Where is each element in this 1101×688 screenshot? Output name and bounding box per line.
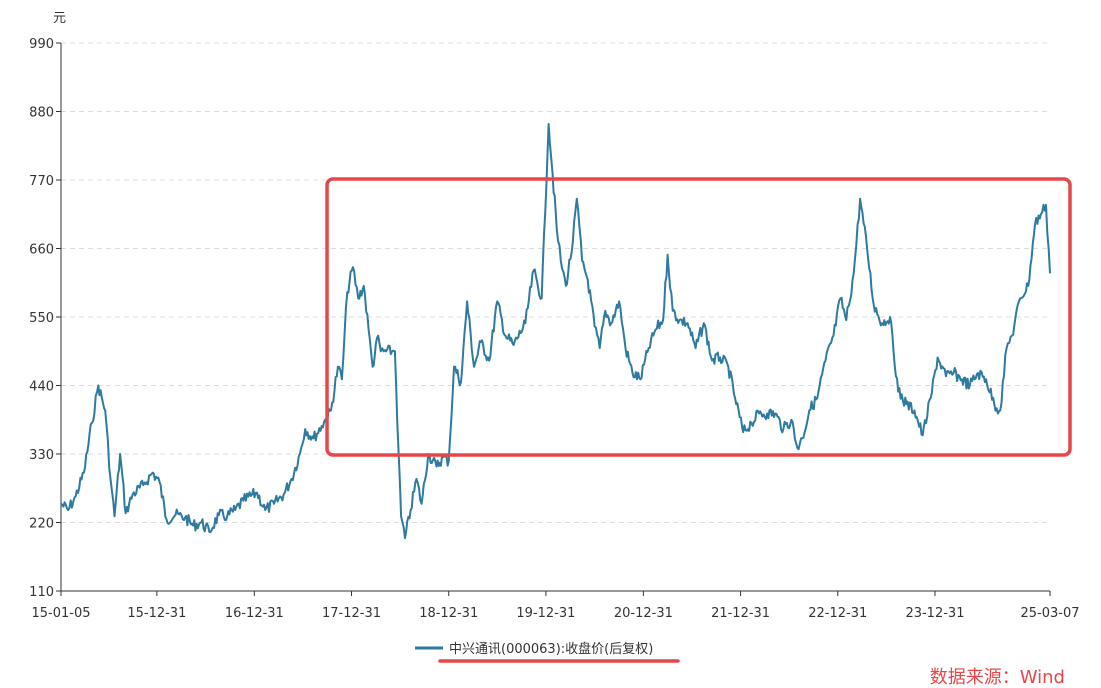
data-source-label: 数据来源：Wind	[930, 667, 1065, 688]
y-tick-label-220: 220	[29, 517, 54, 532]
x-tick-label-2: 16-12-31	[225, 606, 284, 621]
y-axis-unit: 元	[53, 11, 66, 26]
y-tick-label-990: 990	[29, 37, 54, 52]
highlight-box-layer	[325, 177, 1072, 457]
x-tick-label-6: 20-12-31	[614, 606, 673, 621]
highlight-box	[325, 177, 1072, 457]
x-tick-label-3: 17-12-31	[322, 606, 381, 621]
x-tick-label-7: 21-12-31	[711, 606, 770, 621]
y-tick-label-770: 770	[29, 174, 54, 189]
axes: 110 220 330 440 550 660 770 880 990 15-01-05 15-12…	[29, 37, 1079, 621]
y-tick-label-880: 880	[29, 106, 54, 121]
legend[interactable]: 中兴通讯(000063):收盘价(后复权)	[415, 641, 680, 663]
gridlines	[61, 42, 1050, 523]
y-tick-label-330: 330	[29, 448, 54, 463]
y-tick-label-440: 440	[29, 380, 54, 395]
y-tick-label-660: 660	[29, 243, 54, 258]
y-tick-label-550: 550	[29, 311, 54, 326]
x-tick-label-9: 23-12-31	[905, 606, 964, 621]
y-tick-label-110: 110	[29, 585, 54, 600]
legend-label-0: 中兴通讯(000063):收盘价(后复权)	[449, 641, 653, 657]
x-tick-label-5: 19-12-31	[516, 606, 575, 621]
series-line-0	[60, 123, 1051, 540]
x-tick-label-1: 15-12-31	[127, 606, 186, 621]
x-tick-label-0: 15-01-05	[31, 606, 90, 621]
x-tick-label-4: 18-12-31	[419, 606, 478, 621]
x-tick-label-10: 25-03-07	[1020, 606, 1079, 621]
series-layer	[60, 123, 1051, 540]
x-tick-label-8: 22-12-31	[808, 606, 867, 621]
